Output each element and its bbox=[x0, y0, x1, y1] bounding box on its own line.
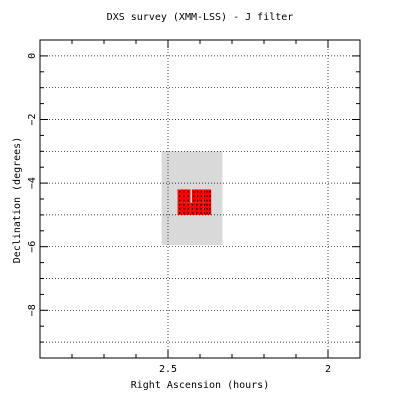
tile-detector-mark bbox=[197, 190, 199, 193]
tile-detector-mark bbox=[203, 212, 206, 214]
tile-detector-mark bbox=[191, 208, 194, 210]
tile-detector-mark bbox=[209, 195, 211, 197]
tile-detector-mark bbox=[196, 204, 198, 206]
tile-detector-mark bbox=[206, 190, 208, 193]
tile-detector-mark bbox=[187, 195, 189, 197]
tile-detector-mark bbox=[206, 208, 208, 210]
tile-detector-mark bbox=[196, 212, 198, 214]
tile-detector-mark bbox=[191, 204, 194, 206]
tile-detector-mark bbox=[206, 195, 208, 197]
tile-detector-mark bbox=[179, 204, 181, 206]
tile-detector-mark bbox=[183, 199, 185, 202]
tile-detector-mark bbox=[187, 208, 189, 210]
tile-detector-mark bbox=[187, 199, 189, 202]
y-tick-label: −8 bbox=[27, 304, 38, 316]
tile-detector-mark bbox=[203, 208, 206, 210]
tile-detector-mark bbox=[197, 195, 199, 197]
tile-detector-mark bbox=[179, 195, 181, 197]
y-tick-label: −4 bbox=[27, 177, 38, 189]
tile-detector-mark bbox=[200, 204, 202, 206]
y-tick-label: −2 bbox=[27, 113, 38, 125]
tile-detector-mark bbox=[183, 204, 185, 206]
tile-detector-mark bbox=[200, 212, 202, 214]
tile-detector-mark bbox=[209, 204, 211, 206]
tile-detector-mark bbox=[203, 204, 206, 206]
tile-detector-mark bbox=[200, 199, 202, 202]
tile-detector-mark bbox=[193, 199, 195, 202]
tile-detector-mark bbox=[187, 190, 189, 193]
y-tick-label: 0 bbox=[27, 53, 38, 59]
tile-detector-mark bbox=[196, 208, 198, 210]
tile-detector-mark bbox=[200, 195, 202, 197]
tile-detector-mark bbox=[187, 212, 189, 214]
tile-detector-mark bbox=[203, 199, 206, 202]
tile-detector-mark bbox=[200, 190, 202, 193]
tile-detector-mark bbox=[183, 208, 185, 210]
tile-detector-mark bbox=[203, 195, 206, 197]
tile-detector-mark bbox=[200, 208, 202, 210]
tile-detector-mark bbox=[179, 208, 181, 210]
tile-detector-mark bbox=[209, 208, 211, 210]
tile-detector-mark bbox=[179, 190, 181, 193]
tile-detector-mark bbox=[183, 212, 185, 214]
tile-detector-mark bbox=[187, 204, 189, 206]
tile-detector-mark bbox=[191, 212, 194, 214]
tile-detector-mark bbox=[209, 199, 211, 202]
x-tick-label: 2.5 bbox=[159, 364, 177, 375]
y-tick-label: −6 bbox=[27, 241, 38, 253]
tile-detector-mark bbox=[209, 190, 211, 193]
y-axis-label: Declination (degrees) bbox=[12, 137, 23, 263]
x-axis-label: Right Ascension (hours) bbox=[131, 380, 269, 391]
tile-detector-mark bbox=[179, 212, 181, 214]
tile-detector-mark bbox=[179, 199, 181, 202]
tile-detector-mark bbox=[183, 190, 185, 193]
plot-area: 2.5 2 0 −2 −4 −6 −8 bbox=[27, 39, 361, 375]
tile-detector-mark bbox=[183, 195, 185, 197]
tile-detector-mark bbox=[206, 212, 208, 214]
tile-detector-mark bbox=[209, 212, 211, 214]
chart-title: DXS survey (XMM-LSS) - J filter bbox=[107, 12, 294, 23]
x-tick-label: 2 bbox=[325, 364, 331, 375]
tile-detector-mark bbox=[197, 199, 199, 202]
tile-detector-mark bbox=[193, 195, 195, 197]
tile-detector-mark bbox=[206, 199, 208, 202]
tile-detector-mark bbox=[193, 190, 195, 193]
tile-detector-mark bbox=[203, 190, 206, 193]
tile-detector-mark bbox=[206, 204, 208, 206]
